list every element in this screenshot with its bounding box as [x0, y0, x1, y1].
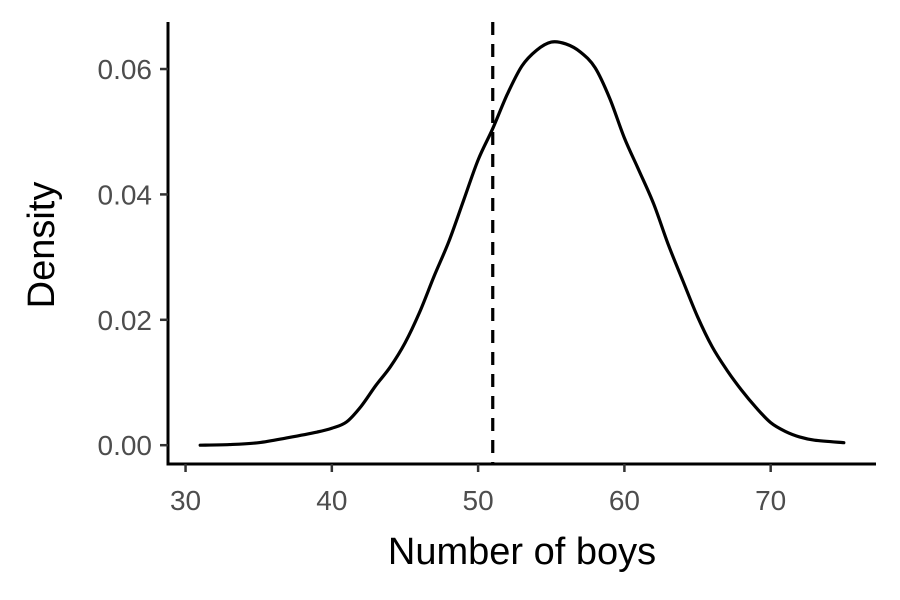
x-axis-title: Number of boys	[388, 531, 656, 573]
plot-area: 30 40 50 60 70 0.00 0.02 0.04 0.06	[98, 22, 876, 516]
x-tick-label: 60	[609, 485, 640, 516]
density-curve	[198, 40, 846, 447]
x-tick-label: 50	[463, 485, 494, 516]
x-tick-label: 40	[316, 485, 347, 516]
y-tick-label: 0.02	[98, 305, 153, 336]
y-tick-label: 0.04	[98, 179, 153, 210]
y-tick-label: 0.06	[98, 54, 153, 85]
y-axis-title: Density	[21, 182, 63, 309]
x-tick-label: 70	[755, 485, 786, 516]
y-tick-label: 0.00	[98, 430, 153, 461]
x-tick-label: 30	[170, 485, 201, 516]
